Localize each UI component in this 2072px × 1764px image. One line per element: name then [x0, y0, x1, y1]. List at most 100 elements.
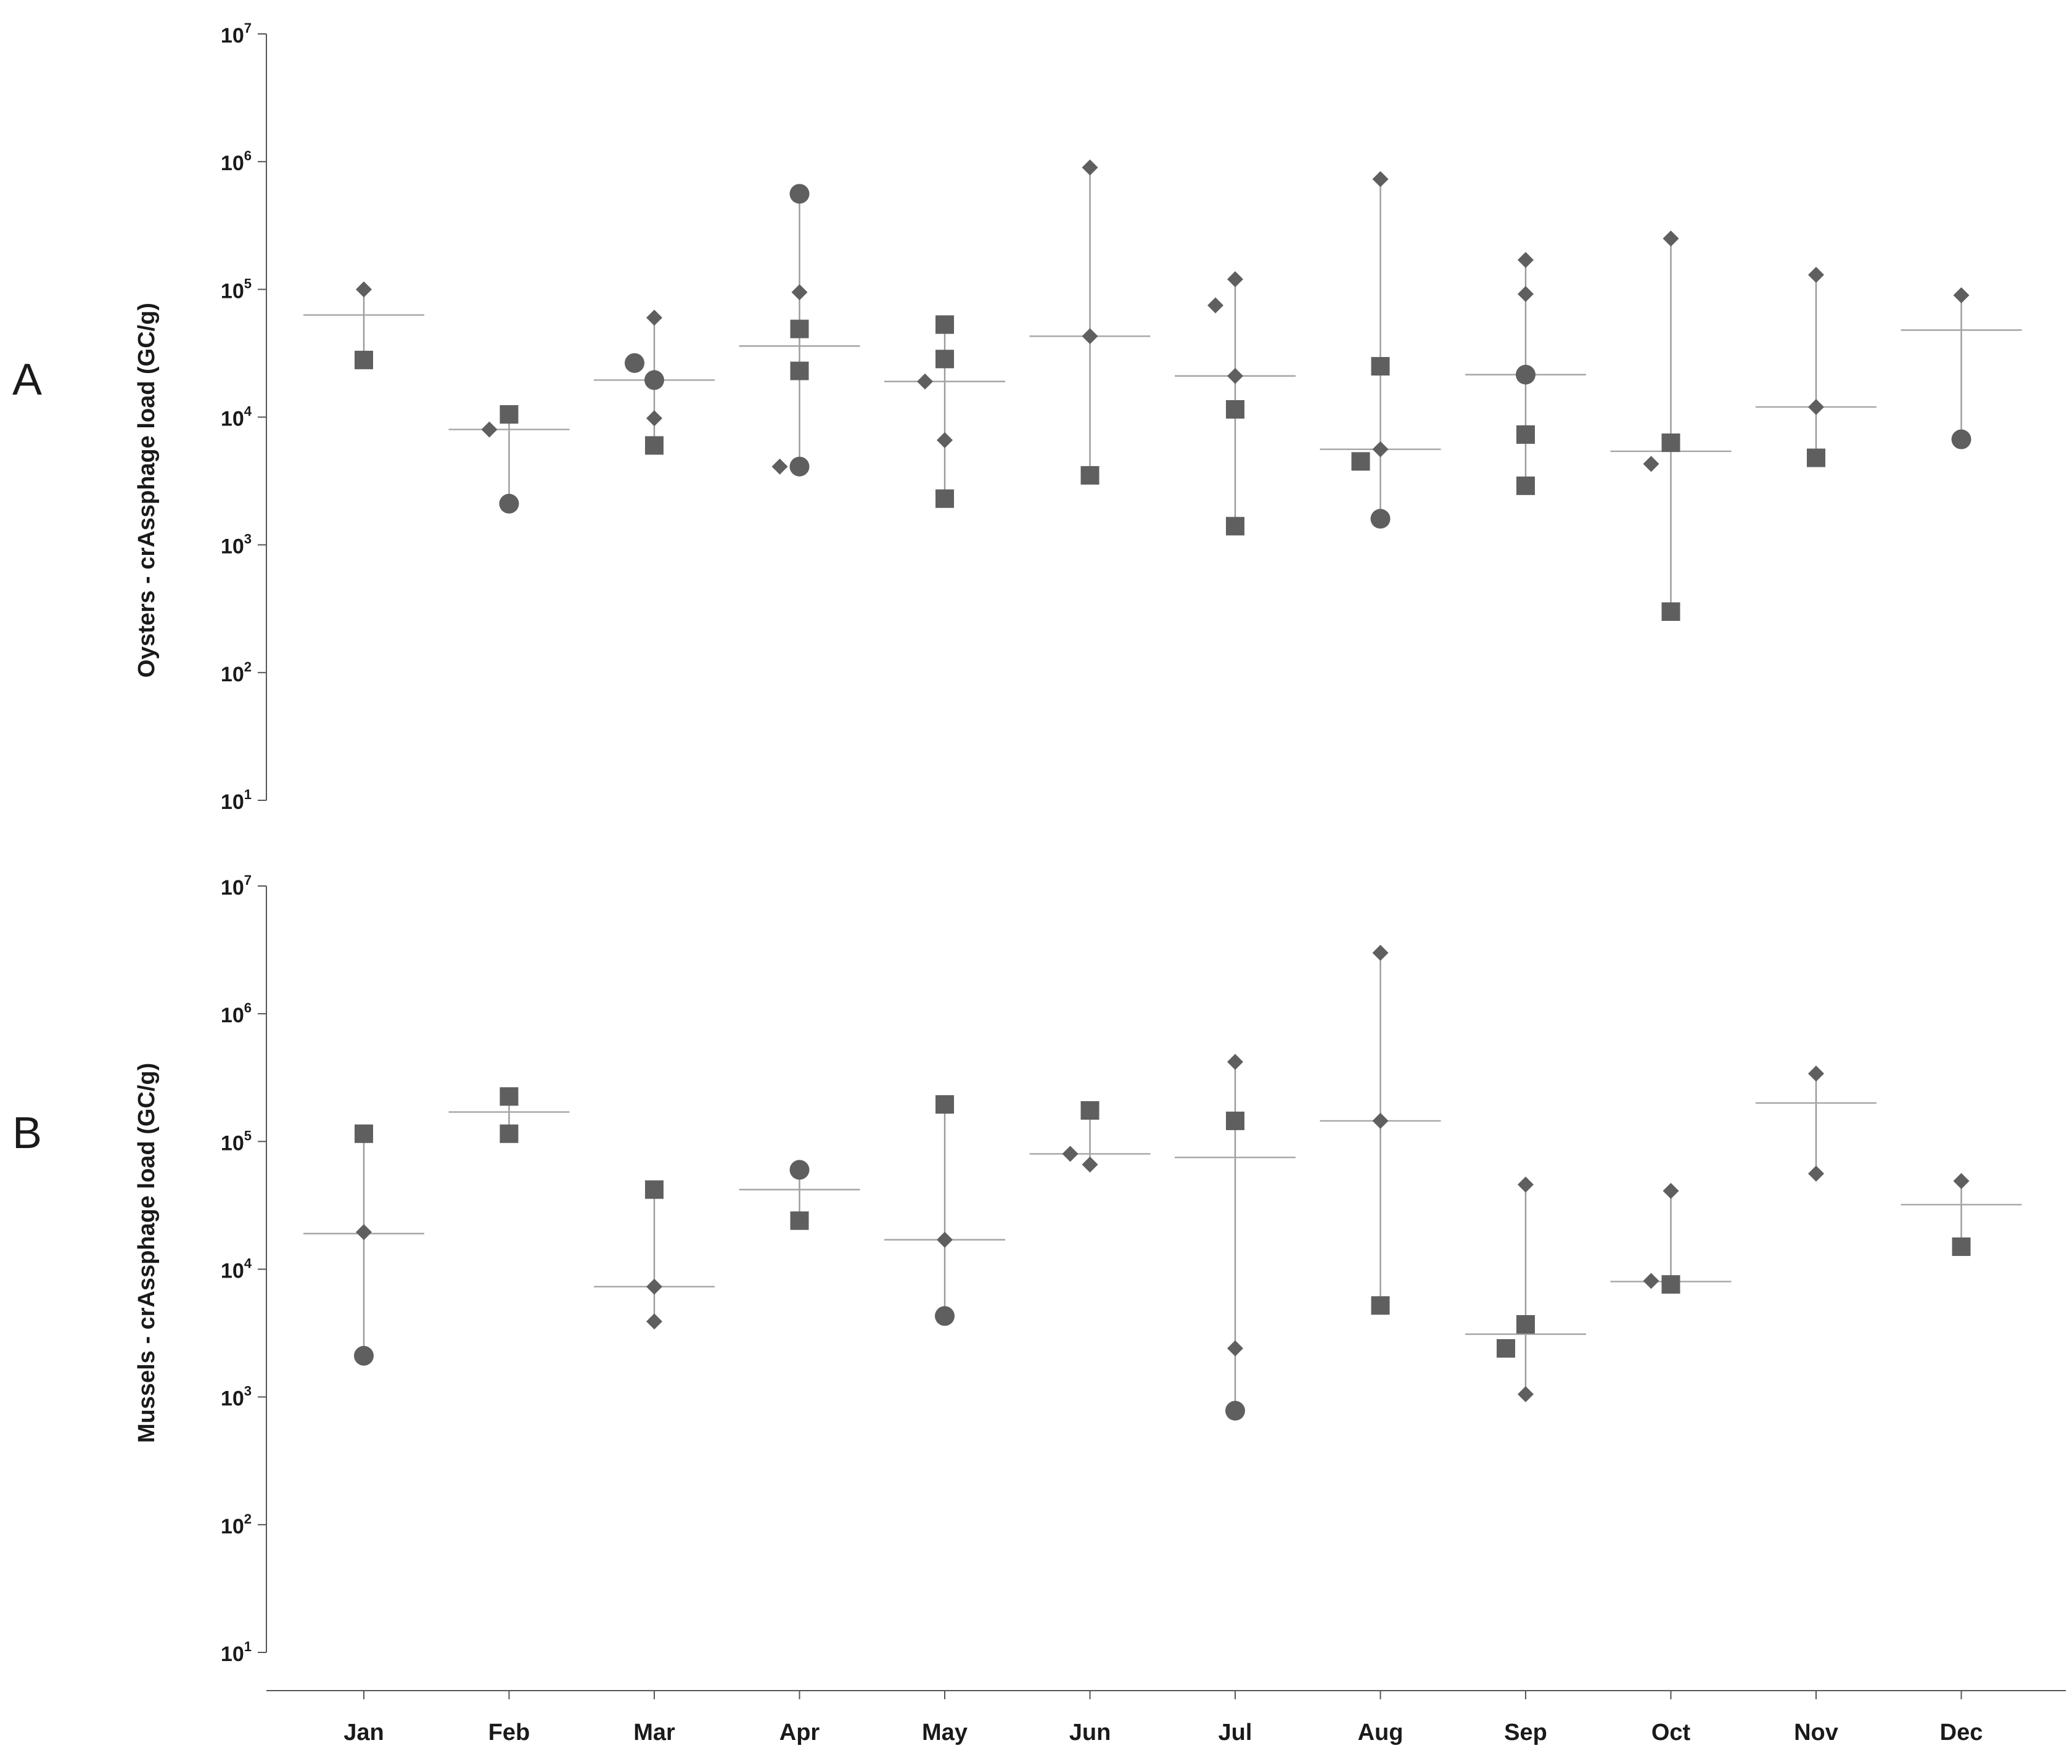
data-point-square [1516, 425, 1535, 444]
y-tick-label-b: 106 [221, 1000, 252, 1027]
y-tick-label-b: 103 [221, 1384, 252, 1411]
month-group-b [303, 1124, 424, 1366]
data-point-diamond [1372, 441, 1389, 457]
data-point-diamond [1372, 1112, 1389, 1129]
month-group-b [448, 1087, 570, 1143]
month-group-a [1901, 287, 2022, 449]
data-point-diamond [356, 281, 372, 298]
data-point-square [935, 350, 954, 369]
data-point-square [1371, 1296, 1390, 1315]
data-point-diamond [646, 1278, 662, 1295]
data-point-diamond [1808, 1065, 1824, 1082]
data-point-square [500, 1124, 519, 1143]
x-tick-label: Dec [1940, 1720, 1983, 1746]
month-group-a [1320, 171, 1441, 529]
y-tick-label-a: 107 [221, 20, 252, 47]
data-point-circle [789, 1160, 810, 1180]
data-point-circle [1225, 1401, 1245, 1421]
x-tick-label: Aug [1358, 1720, 1404, 1746]
data-point-square [1497, 1339, 1515, 1358]
data-point-square [1226, 1111, 1244, 1130]
y-tick-label-b: 107 [221, 872, 252, 900]
data-point-diamond [937, 432, 953, 448]
y-tick-label-a: 106 [221, 148, 252, 175]
data-point-circle [625, 353, 644, 373]
data-point-diamond [1518, 252, 1534, 268]
data-point-circle [499, 493, 519, 514]
data-point-diamond [1518, 1176, 1534, 1193]
panel-label-a: A [12, 355, 42, 404]
data-point-square [1952, 1237, 1971, 1257]
data-point-square [1080, 1101, 1100, 1120]
data-point-circle [935, 1306, 955, 1326]
month-group-a [1465, 252, 1586, 495]
data-point-circle [354, 1345, 374, 1366]
data-point-square [1351, 452, 1370, 471]
data-point-diamond [356, 1224, 372, 1241]
month-group-a [1610, 230, 1732, 621]
y-ticks-b: 101 102 103 104 105 106 107 [221, 872, 266, 1666]
data-point-diamond [1643, 456, 1659, 472]
data-point-diamond [1808, 1165, 1824, 1182]
x-tick-label: Feb [488, 1720, 530, 1746]
data-point-diamond [1227, 1340, 1243, 1356]
data-point-diamond [1663, 230, 1679, 247]
month-group-b [1465, 1176, 1586, 1403]
data-point-diamond [1808, 399, 1824, 416]
y-axis-label-a: Oysters - crAssphage load (GC/g) [134, 303, 160, 678]
y-axis-label-b: Mussels - crAssphage load (GC/g) [134, 1063, 160, 1443]
data-point-diamond [1227, 367, 1243, 384]
x-tick-label: Sep [1504, 1720, 1547, 1746]
month-group-b [1320, 945, 1441, 1315]
data-point-diamond [791, 284, 808, 300]
data-point-square [1661, 602, 1680, 621]
data-point-square [355, 350, 373, 369]
data-point-diamond [917, 373, 933, 390]
data-point-square [1226, 517, 1244, 536]
data-point-diamond [1518, 285, 1534, 302]
data-point-square [935, 315, 954, 334]
month-group-b [594, 1180, 715, 1330]
panel-a: A Oysters - crAssphage load (GC/g) 101 10… [12, 20, 2022, 814]
data-point-diamond [1227, 1054, 1243, 1070]
x-tick-label: Mar [633, 1720, 675, 1746]
data-point-diamond [1953, 287, 1970, 303]
data-point-square [645, 436, 664, 455]
data-point-diamond [1663, 1183, 1679, 1199]
data-point-diamond [1808, 266, 1824, 283]
x-tick-label: Nov [1794, 1720, 1838, 1746]
y-tick-label-a: 102 [221, 659, 252, 686]
data-point-circle [644, 370, 664, 390]
data-point-circle [789, 456, 810, 477]
data-point-square [1226, 400, 1244, 419]
data-point-square [935, 489, 954, 508]
y-tick-label-a: 104 [221, 404, 252, 431]
data-point-square [500, 405, 519, 424]
series-a [303, 159, 2022, 621]
data-point-circle [789, 184, 810, 204]
data-point-diamond [1082, 328, 1098, 345]
y-tick-label-a: 101 [221, 787, 252, 814]
data-point-diamond [1953, 1173, 1970, 1189]
month-group-a [739, 184, 860, 477]
y-tick-label-b: 101 [221, 1639, 252, 1666]
data-point-diamond [1227, 271, 1243, 287]
data-point-diamond [646, 410, 662, 427]
data-point-diamond [1082, 159, 1098, 176]
y-tick-label-b: 104 [221, 1256, 252, 1283]
data-point-square [1661, 1275, 1680, 1294]
x-ticks: Jan Feb Mar Apr May Jun Jul Aug Sep Oct Nov Dec [343, 1691, 1983, 1746]
month-group-a [448, 405, 570, 514]
data-point-square [935, 1095, 954, 1114]
data-point-square [355, 1124, 373, 1143]
month-group-b [1756, 1065, 1877, 1182]
data-point-square [790, 361, 809, 380]
y-tick-label-b: 102 [221, 1511, 252, 1538]
data-point-diamond [481, 421, 498, 438]
series-b [303, 945, 2022, 1421]
month-group-a [303, 281, 424, 369]
month-group-b [1610, 1183, 1732, 1294]
data-point-square [1661, 433, 1680, 453]
data-point-square [500, 1087, 519, 1106]
